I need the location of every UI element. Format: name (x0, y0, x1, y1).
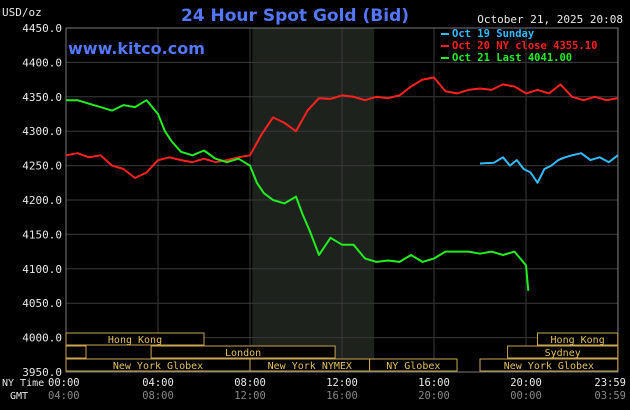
session-hong-kong-label: Hong Kong (108, 335, 162, 346)
x-tick-label-gmt: 12:00 (234, 390, 266, 402)
session-hong-kong-2-box (537, 332, 619, 346)
x-tick-label-ny: 08:00 (234, 377, 266, 389)
session-new-york-nymex-label: New York NYMEX (268, 361, 352, 372)
y-axis-units: USD/oz (2, 6, 42, 19)
session-new-york-globex-label: New York Globex (113, 361, 203, 372)
x-tick-label-gmt: 20:00 (418, 390, 450, 402)
y-tick-label: 4050.0 (22, 297, 62, 310)
y-tick-label: 4100.0 (22, 263, 62, 276)
x-tick-label-ny: 16:00 (418, 377, 450, 389)
session-new-york-globex-2-label: New York Globex (504, 361, 594, 372)
y-tick-label: 4250.0 (22, 160, 62, 173)
x-tick-label-ny: 20:00 (510, 377, 542, 389)
series-oct20-line (65, 76, 618, 179)
x-tick-label-ny: 04:00 (142, 377, 174, 389)
legend-label-oct20: Oct 20 NY close 4355.10 (452, 40, 597, 52)
series-oct19-line (479, 152, 619, 184)
timestamp: October 21, 2025 20:08 (477, 13, 623, 26)
x-tick-label-gmt: 03:59 (594, 390, 626, 402)
legend: Oct 19 Sunday Oct 20 NY close 4355.10 Oc… (441, 28, 597, 64)
y-tick-label: 4350.0 (22, 91, 62, 104)
x-tick-label-gmt: 00:00 (510, 390, 542, 402)
x-tick-label-gmt: 16:00 (326, 390, 358, 402)
session-london-box (150, 345, 336, 359)
session-sydney-label: Sydney (545, 348, 581, 359)
session-ny-globex-label: NY Globex (386, 361, 440, 372)
y-tick-label: 4200.0 (22, 194, 62, 207)
session-hong-kong-box (65, 332, 205, 346)
session-new-york-globex-2-box (479, 358, 619, 372)
y-tick-label: 4450.0 (22, 22, 62, 35)
chart-title: 24 Hour Spot Gold (Bid) (181, 6, 409, 26)
y-tick-label: 3950.0 (22, 366, 62, 379)
y-tick-label: 4400.0 (22, 56, 62, 69)
session-london-label: London (225, 348, 261, 359)
x-tick-label-ny: 00:00 (48, 377, 80, 389)
x-tick-label-ny: 23:59 (594, 377, 626, 389)
y-tick-label: 4000.0 (22, 332, 62, 345)
watermark: www.kitco.com (68, 39, 205, 58)
series-oct21-line (66, 99, 530, 291)
x-tick-label-gmt: 04:00 (48, 390, 80, 402)
y-tick-label: 4300.0 (22, 125, 62, 138)
plot-frame (65, 27, 619, 373)
session-hong-kong-2-label: Hong Kong (551, 335, 605, 346)
session-sydney-box (507, 345, 619, 359)
legend-label-oct21: Oct 21 Last 4041.00 (452, 52, 572, 64)
session-ny-globex-box (369, 358, 458, 372)
legend-label-oct19: Oct 19 Sunday (452, 28, 535, 40)
x-tick-label-gmt: 08:00 (142, 390, 174, 402)
y-tick-label: 4150.0 (22, 228, 62, 241)
session-sydney-early-box (65, 345, 87, 359)
x-tick-label-ny: 12:00 (326, 377, 358, 389)
ny-time-label: NY Time (2, 378, 44, 389)
gmt-label: GMT (10, 391, 28, 402)
